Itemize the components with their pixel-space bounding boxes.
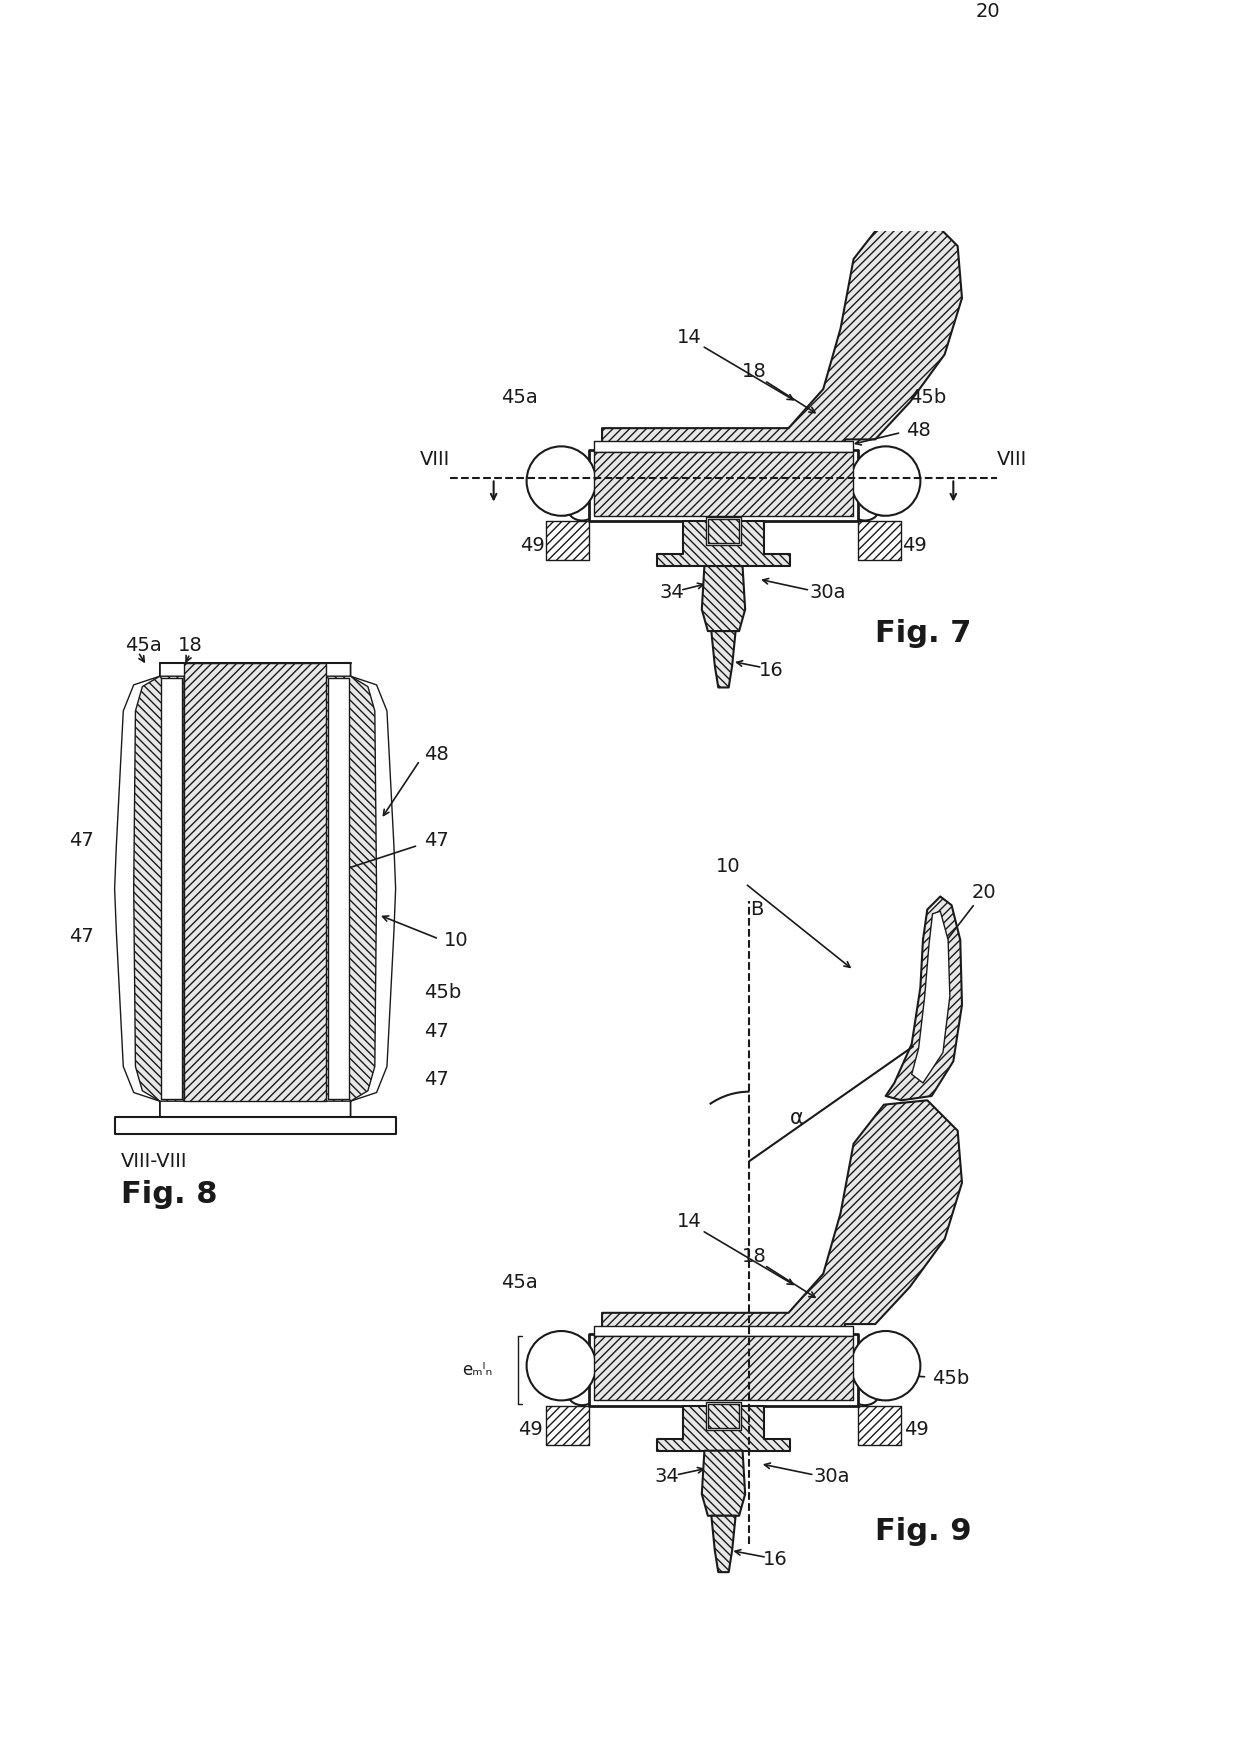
Text: 34: 34 — [655, 1468, 680, 1487]
Text: 18: 18 — [742, 363, 766, 382]
Polygon shape — [326, 676, 377, 1102]
Polygon shape — [546, 521, 589, 560]
Ellipse shape — [568, 1384, 596, 1405]
Polygon shape — [161, 678, 182, 1100]
Polygon shape — [858, 521, 901, 560]
Polygon shape — [712, 631, 735, 687]
Text: 14: 14 — [676, 1211, 701, 1231]
Text: 47: 47 — [424, 1070, 449, 1089]
Polygon shape — [657, 521, 790, 566]
Text: 48: 48 — [424, 744, 449, 763]
Text: 20: 20 — [976, 2, 1001, 21]
Text: VIII: VIII — [997, 450, 1027, 469]
Polygon shape — [706, 518, 740, 546]
Circle shape — [527, 1332, 596, 1400]
Ellipse shape — [868, 493, 897, 516]
Polygon shape — [594, 451, 853, 516]
Ellipse shape — [568, 498, 596, 521]
Text: 16: 16 — [759, 661, 784, 680]
Text: 30a: 30a — [810, 582, 846, 601]
Text: 47: 47 — [424, 1023, 449, 1041]
Text: 20: 20 — [971, 882, 996, 901]
Text: VIII: VIII — [420, 450, 450, 469]
Text: Fig. 9: Fig. 9 — [874, 1516, 971, 1546]
Polygon shape — [553, 495, 577, 504]
Polygon shape — [870, 1380, 894, 1389]
Polygon shape — [911, 26, 950, 199]
Text: eₘᴵₙ: eₘᴵₙ — [461, 1361, 492, 1379]
Polygon shape — [708, 519, 739, 544]
Polygon shape — [870, 495, 894, 504]
Text: 47: 47 — [68, 831, 93, 851]
Polygon shape — [594, 441, 853, 451]
Polygon shape — [134, 676, 184, 1102]
Text: B: B — [750, 899, 763, 919]
Polygon shape — [589, 1335, 858, 1405]
Ellipse shape — [851, 1384, 879, 1405]
Text: 10: 10 — [444, 931, 469, 950]
Ellipse shape — [868, 1379, 897, 1400]
Polygon shape — [589, 450, 858, 521]
Text: Fig. 7: Fig. 7 — [874, 619, 971, 648]
Polygon shape — [853, 500, 877, 509]
Polygon shape — [553, 1380, 577, 1389]
Text: 45a: 45a — [501, 1272, 538, 1292]
Polygon shape — [603, 1100, 962, 1335]
Text: 10: 10 — [715, 856, 740, 875]
Text: VIII-VIII: VIII-VIII — [120, 1152, 187, 1171]
Text: F: F — [925, 1037, 936, 1056]
Polygon shape — [351, 662, 396, 1117]
Polygon shape — [114, 1117, 396, 1135]
Text: 18: 18 — [177, 636, 202, 655]
Text: 49: 49 — [901, 535, 926, 554]
Text: Fig. 8: Fig. 8 — [120, 1180, 217, 1210]
Polygon shape — [911, 912, 950, 1082]
Polygon shape — [603, 216, 962, 450]
Polygon shape — [329, 678, 348, 1100]
Polygon shape — [657, 1405, 790, 1450]
Circle shape — [527, 446, 596, 516]
Text: 16: 16 — [763, 1550, 787, 1569]
Text: 45a: 45a — [501, 389, 538, 408]
Polygon shape — [594, 1326, 853, 1337]
Polygon shape — [594, 1337, 853, 1400]
Polygon shape — [570, 1386, 594, 1394]
Polygon shape — [706, 1401, 740, 1429]
Polygon shape — [712, 1516, 735, 1572]
Polygon shape — [114, 662, 160, 1117]
Polygon shape — [858, 1405, 901, 1445]
Circle shape — [851, 446, 920, 516]
Polygon shape — [702, 1450, 745, 1516]
Text: 49: 49 — [904, 1421, 929, 1440]
Text: 48: 48 — [905, 422, 930, 441]
Ellipse shape — [551, 493, 579, 516]
Text: 47: 47 — [424, 831, 449, 851]
Text: 49: 49 — [517, 1421, 542, 1440]
Polygon shape — [570, 500, 594, 509]
Text: 34: 34 — [660, 582, 683, 601]
Polygon shape — [546, 1405, 589, 1445]
Text: 18: 18 — [742, 1246, 766, 1265]
Polygon shape — [885, 12, 962, 216]
Text: 49: 49 — [139, 1116, 164, 1135]
Text: 45a: 45a — [125, 636, 161, 655]
Text: 49: 49 — [521, 535, 546, 554]
Polygon shape — [853, 1386, 877, 1394]
Text: 14: 14 — [676, 328, 701, 347]
Polygon shape — [702, 566, 745, 631]
Text: 45b: 45b — [424, 983, 461, 1002]
Text: 30a: 30a — [813, 1468, 851, 1487]
Text: 45b: 45b — [909, 389, 946, 408]
Polygon shape — [708, 1403, 739, 1428]
Polygon shape — [184, 662, 326, 1102]
Circle shape — [851, 1332, 920, 1400]
Text: α: α — [790, 1107, 804, 1128]
Text: 45b: 45b — [931, 1370, 968, 1387]
Ellipse shape — [851, 498, 879, 521]
Polygon shape — [885, 896, 962, 1100]
Ellipse shape — [551, 1379, 579, 1400]
Text: 47: 47 — [68, 927, 93, 946]
